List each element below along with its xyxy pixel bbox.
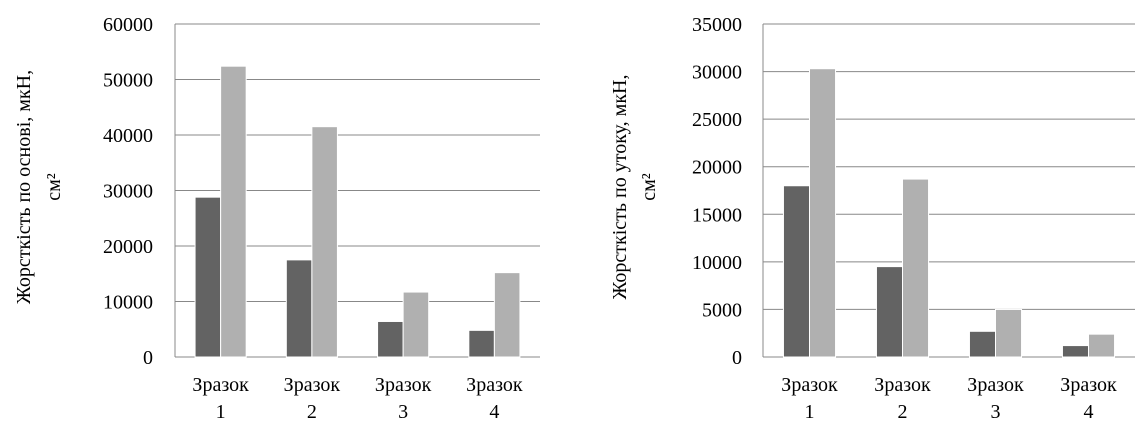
x-category-label: Зразок — [192, 374, 249, 396]
x-category-number: 1 — [805, 401, 815, 423]
x-category-label: Зразок — [284, 374, 341, 396]
chart-stiffness-weft: Жорсткість по утоку, мкН, см² 0 5000 10000… — [609, 14, 1135, 423]
x-category-label: Зразок — [466, 374, 523, 396]
y-tick-label: 5000 — [702, 299, 742, 321]
bar-series2-cat3 — [995, 308, 1023, 358]
bar-series1-cat1 — [194, 196, 222, 358]
y-tick-label: 20000 — [692, 157, 742, 179]
bar-series2-cat3 — [402, 291, 430, 358]
x-category-number: 1 — [216, 401, 226, 423]
bar-series2-cat2 — [902, 178, 930, 358]
y-tick-label: 0 — [143, 347, 153, 369]
bar-series1-cat2 — [875, 266, 904, 358]
y-tick-label: 50000 — [103, 70, 153, 92]
y-tick-label: 10000 — [103, 292, 153, 314]
bar-series1-cat4 — [1061, 345, 1089, 358]
bar-series2-cat1 — [220, 65, 247, 358]
y-tick-label: 60000 — [103, 14, 153, 36]
y-axis-label-line2: см² — [43, 173, 65, 201]
x-category-number: 2 — [307, 401, 317, 423]
y-axis-label-line2: см² — [638, 173, 660, 201]
chart-stiffness-warp: Жорсткість по основі, мкН, см² 0 10000 200… — [13, 14, 540, 423]
y-tick-label: 15000 — [692, 204, 742, 226]
x-category-label: Зразок — [967, 374, 1024, 396]
x-category-label: Зразок — [874, 374, 931, 396]
x-category-label: Зразок — [781, 374, 838, 396]
bar-series1-cat2 — [285, 259, 313, 358]
y-tick-label: 10000 — [692, 252, 742, 274]
bar-series2-cat4 — [493, 272, 521, 358]
y-tick-label: 30000 — [103, 181, 153, 203]
y-axis-label-line1: Жорсткість по основі, мкН, — [13, 70, 35, 304]
y-tick-label: 25000 — [692, 109, 742, 131]
y-axis-label-line1: Жорсткість по утоку, мкН, — [609, 75, 631, 300]
y-tick-label: 20000 — [103, 236, 153, 258]
bar-series1-cat3 — [968, 330, 997, 358]
y-tick-label: 35000 — [692, 14, 742, 36]
y-tick-label: 30000 — [692, 62, 742, 84]
y-tick-label: 40000 — [103, 125, 153, 147]
bar-series1-cat1 — [782, 185, 811, 358]
bar-series2-cat2 — [311, 126, 338, 358]
x-category-number: 4 — [489, 401, 499, 423]
y-tick-label: 0 — [732, 347, 742, 369]
x-category-label: Зразок — [1060, 374, 1117, 396]
x-category-number: 2 — [898, 401, 908, 423]
x-category-number: 3 — [398, 401, 408, 423]
x-category-number: 3 — [991, 401, 1001, 423]
bar-series1-cat3 — [377, 320, 404, 358]
bar-series2-cat4 — [1088, 333, 1116, 358]
x-category-number: 4 — [1084, 401, 1094, 423]
bar-series2-cat1 — [809, 68, 837, 358]
bar-series1-cat4 — [468, 329, 495, 358]
x-category-label: Зразок — [375, 374, 432, 396]
